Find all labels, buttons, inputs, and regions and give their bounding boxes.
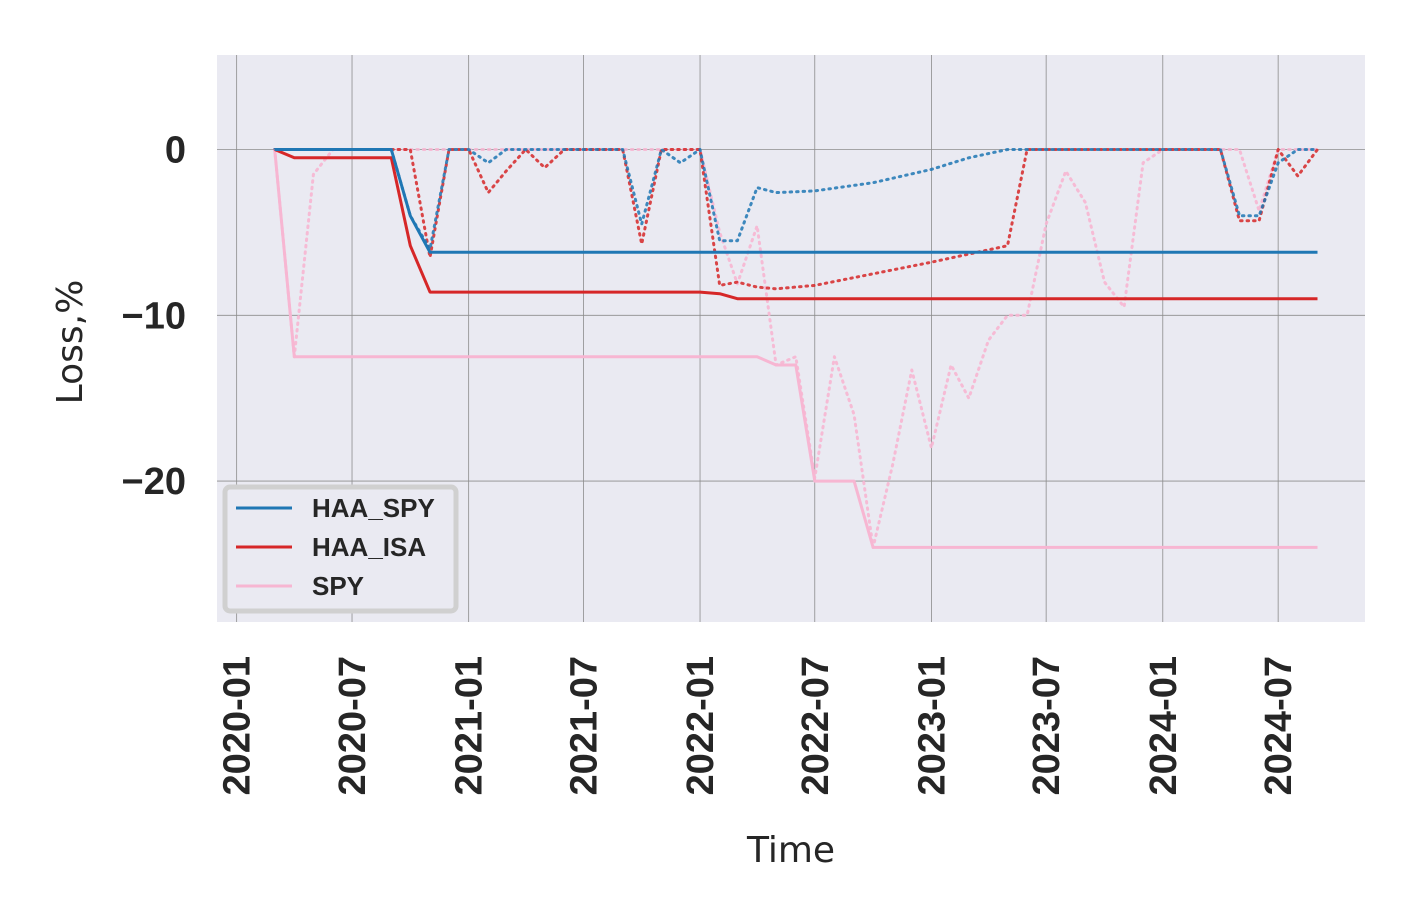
dotted-line-5 bbox=[273, 148, 1319, 549]
legend: HAA_SPY HAA_ISA SPY bbox=[222, 484, 459, 614]
series-lines bbox=[273, 148, 1319, 549]
x-tick-label-6: 2023-01 bbox=[911, 656, 953, 795]
x-tick-label-7: 2023-07 bbox=[1026, 656, 1068, 795]
legend-label-2: SPY bbox=[312, 571, 364, 601]
x-tick-label-5: 2022-07 bbox=[795, 656, 837, 795]
dotted-line-4 bbox=[273, 148, 1319, 291]
x-tick-labels: 2020-01 2020-07 2021-01 2021-07 2022-01 2022-… bbox=[217, 656, 1301, 795]
x-tick-label-2: 2021-01 bbox=[449, 656, 491, 795]
series-line-spy bbox=[273, 149, 1318, 549]
x-axis-label: Time bbox=[746, 830, 835, 871]
x-tick-label-4: 2022-01 bbox=[680, 656, 722, 795]
x-tick-label-1: 2020-07 bbox=[332, 656, 374, 795]
x-tick-label-0: 2020-01 bbox=[217, 656, 259, 795]
x-tick-label-3: 2021-07 bbox=[563, 656, 605, 795]
x-tick-label-8: 2024-01 bbox=[1143, 656, 1185, 795]
series-line-haa-spy bbox=[274, 148, 1318, 254]
y-tick-label-2: −20 bbox=[122, 461, 186, 503]
legend-label-0: HAA_SPY bbox=[312, 493, 435, 523]
series-line-haa-isa bbox=[274, 148, 1318, 301]
dotted-line-3 bbox=[273, 148, 1319, 251]
legend-label-1: HAA_ISA bbox=[312, 532, 426, 562]
y-tick-labels: 0 −10 −20 bbox=[122, 130, 186, 504]
y-tick-label-0: 0 bbox=[165, 130, 186, 172]
y-axis-label: Loss,% bbox=[50, 280, 91, 405]
x-tick-label-9: 2024-07 bbox=[1258, 656, 1300, 795]
legend-box bbox=[222, 484, 459, 614]
y-tick-label-1: −10 bbox=[122, 295, 186, 337]
